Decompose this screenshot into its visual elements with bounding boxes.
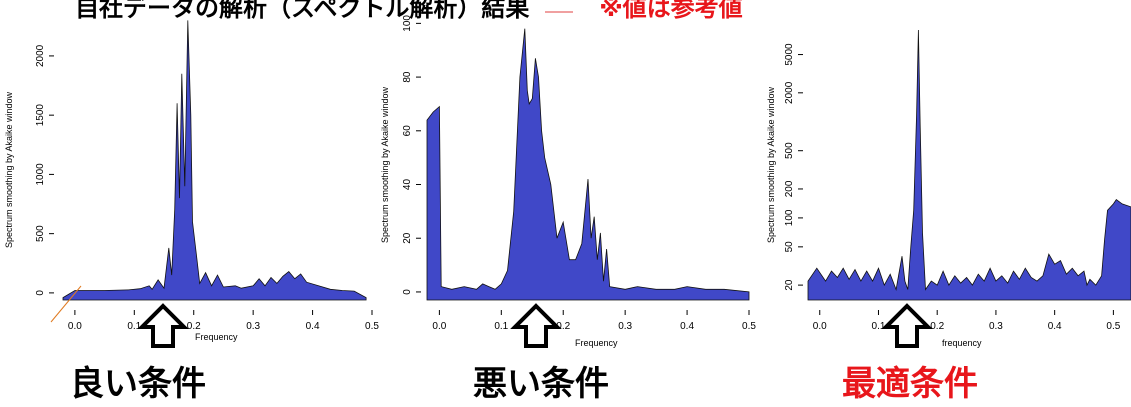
- spectrum-chart-optimal: 0.0 0.1 0.2 0.3 0.4 0.5 20 50 100 200 500 2000 5000 S…: [766, 29, 1131, 348]
- up-arrow-icon: [137, 303, 189, 348]
- spectrum-area: [426, 28, 750, 301]
- x-tick-label: 0.1: [872, 321, 886, 332]
- origin-mark: [50, 285, 82, 323]
- y-tick-label: 500: [784, 142, 795, 159]
- page-header: 自社データの解析（スペクトル解析）結果 ※値は参考値: [75, 0, 1075, 22]
- y-tick-label: 0: [35, 290, 46, 296]
- spectrum-chart-bad: 0.0 0.1 0.2 0.3 0.4 0.5 0 20 40 60 80 100 Spectrum s…: [380, 15, 756, 348]
- y-tick-label: 0: [402, 289, 413, 295]
- y-tick-label: 1500: [35, 104, 46, 127]
- header-dash: [545, 10, 574, 13]
- x-tick-label: 0.4: [680, 321, 694, 332]
- x-tick-label: 0.0: [432, 321, 446, 332]
- x-axis-label: Frequency: [575, 338, 618, 348]
- chart-panel-good: 0.0 0.1 0.2 0.3 0.4 0.5 0 500 1000 1500 2000 Spectr…: [0, 0, 380, 404]
- y-axis-label: Spectrum smoothing by Akaike window: [380, 86, 390, 243]
- caption-optimal: 最適条件: [842, 364, 978, 404]
- y-tick-label: 5000: [784, 43, 795, 66]
- y-tick-label: 2000: [35, 44, 46, 67]
- y-tick-label: 500: [35, 225, 46, 242]
- y-tick-label: 50: [784, 241, 795, 253]
- x-axis-label: Frequency: [195, 332, 238, 342]
- x-tick-label: 0.5: [742, 321, 756, 332]
- y-tick-label: 20: [784, 279, 795, 291]
- header-note: ※値は参考値: [599, 0, 743, 22]
- y-axis-label: Spectrum smoothing by Akaike window: [766, 86, 776, 243]
- x-tick-label: 0.4: [306, 321, 320, 332]
- x-tick-label: 0.4: [1048, 321, 1062, 332]
- x-tick-label: 0.0: [68, 321, 82, 332]
- spectrum-area: [807, 29, 1131, 301]
- y-tick-label: 200: [784, 180, 795, 197]
- x-tick-label: 0.0: [813, 321, 827, 332]
- x-tick-label: 0.5: [365, 321, 379, 332]
- y-tick-label: 1000: [35, 163, 46, 186]
- y-tick-label: 80: [402, 71, 413, 83]
- spectrum-chart-good: 0.0 0.1 0.2 0.3 0.4 0.5 0 500 1000 1500 2000 Spectr…: [4, 20, 379, 348]
- x-tick-label: 0.3: [618, 321, 632, 332]
- x-tick-label: 0.2: [556, 321, 570, 332]
- x-tick-label: 0.2: [930, 321, 944, 332]
- x-tick-label: 0.2: [187, 321, 201, 332]
- x-tick-label: 0.1: [127, 321, 141, 332]
- x-tick-label: 0.3: [989, 321, 1003, 332]
- y-tick-label: 2000: [784, 81, 795, 104]
- spectrum-area: [62, 20, 367, 301]
- y-tick-label: 100: [784, 209, 795, 226]
- y-axis-label: Spectrum smoothing by Akaike window: [4, 91, 14, 248]
- chart-panel-optimal: 0.0 0.1 0.2 0.3 0.4 0.5 20 50 100 200 500 2000 5000 S…: [762, 0, 1131, 404]
- x-tick-label: 0.5: [1106, 321, 1120, 332]
- y-tick-label: 40: [402, 179, 413, 191]
- header-title: 自社データの解析（スペクトル解析）結果: [75, 0, 530, 22]
- y-tick-label: 60: [402, 125, 413, 137]
- x-axis-label: frequency: [942, 338, 982, 348]
- up-arrow-icon: [881, 303, 933, 348]
- y-tick-label: 20: [402, 232, 413, 244]
- y-tick-label: 100: [402, 15, 413, 32]
- up-arrow-icon: [510, 303, 562, 348]
- x-tick-label: 0.1: [494, 321, 508, 332]
- caption-bad: 悪い条件: [473, 364, 609, 404]
- x-tick-label: 0.3: [246, 321, 260, 332]
- caption-good: 良い条件: [70, 364, 206, 404]
- chart-panel-bad: 0.0 0.1 0.2 0.3 0.4 0.5 0 20 40 60 80 100 Spectrum s…: [378, 0, 763, 404]
